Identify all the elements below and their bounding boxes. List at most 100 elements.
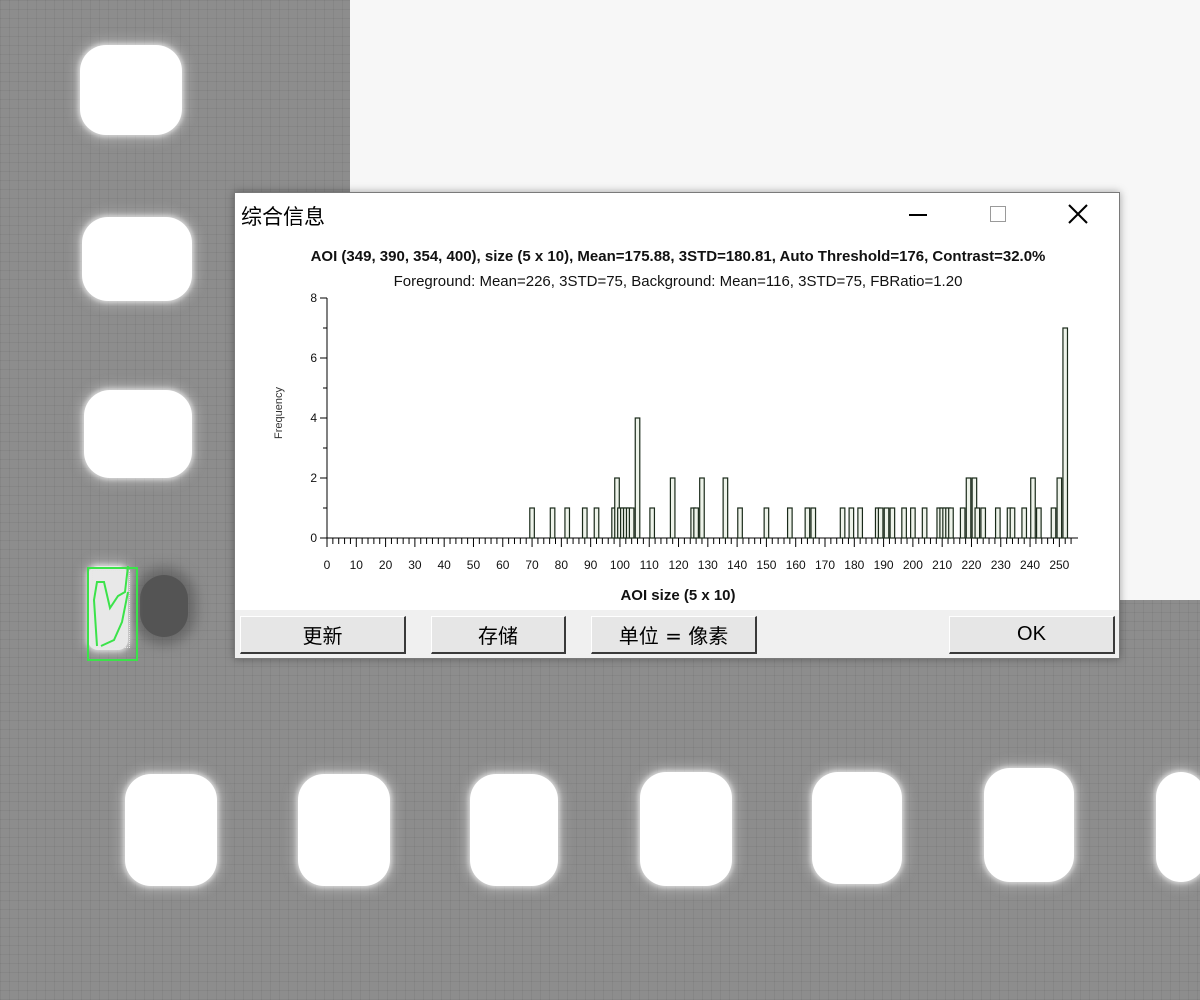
- void-region: [140, 575, 188, 637]
- x-tick-label: 10: [350, 558, 364, 572]
- x-tick-label: 160: [786, 558, 806, 572]
- histogram-bar: [959, 507, 966, 539]
- x-tick-label: 180: [844, 558, 864, 572]
- y-tick-label: 8: [310, 291, 317, 305]
- histogram-bar: [965, 477, 972, 539]
- close-button[interactable]: [1043, 193, 1113, 235]
- histogram-bar: [994, 507, 1001, 539]
- x-axis-label: AOI size (5 x 10): [620, 587, 735, 604]
- histogram-bar: [1035, 507, 1042, 539]
- histogram-bar: [1062, 327, 1069, 539]
- x-tick-label: 120: [669, 558, 689, 572]
- bright-region-right: [1120, 0, 1200, 600]
- histogram-bar: [722, 477, 729, 539]
- solder-pad: [298, 774, 390, 886]
- minimize-icon: [909, 214, 927, 216]
- button-bar: 更新 存储 单位 = 像素 OK: [235, 610, 1119, 658]
- y-tick-label: 6: [310, 351, 317, 365]
- x-tick-label: 190: [874, 558, 894, 572]
- histogram-bar: [737, 507, 743, 539]
- histogram-bar: [581, 507, 588, 539]
- x-tick-label: 0: [324, 558, 331, 572]
- histogram-bar: [1050, 507, 1057, 539]
- solder-pad: [984, 768, 1074, 882]
- histogram-bar: [549, 507, 556, 539]
- histogram-bar: [883, 507, 890, 539]
- info-dialog: 综合信息 AOI (349, 390, 354, 400), size (5 x…: [234, 192, 1120, 659]
- histogram-bar: [974, 507, 981, 539]
- histogram-bar: [763, 507, 770, 539]
- histogram-bar: [848, 507, 855, 539]
- x-tick-label: 210: [932, 558, 952, 572]
- histogram-bar: [529, 507, 535, 539]
- y-tick-label: 0: [310, 531, 317, 545]
- x-tick-label: 40: [437, 558, 451, 572]
- maximize-button[interactable]: [963, 193, 1033, 235]
- save-button[interactable]: 存储: [431, 616, 566, 654]
- histogram-bar: [948, 507, 954, 539]
- histogram-bar: [1021, 507, 1028, 539]
- ok-button[interactable]: OK: [949, 616, 1115, 654]
- histogram-bar: [980, 507, 987, 539]
- histogram-bar: [669, 477, 676, 539]
- x-tick-label: 20: [379, 558, 393, 572]
- window-title: 综合信息: [241, 205, 325, 229]
- x-tick-label: 220: [961, 558, 981, 572]
- aoi-selection-box[interactable]: [87, 567, 138, 661]
- histogram-bar: [628, 507, 635, 539]
- histogram-bar: [564, 507, 571, 539]
- histogram-bar: [857, 507, 864, 539]
- maximize-icon: [990, 206, 1006, 222]
- histogram-bar: [910, 507, 916, 539]
- x-tick-label: 250: [1049, 558, 1069, 572]
- x-tick-label: 100: [610, 558, 630, 572]
- x-tick-label: 230: [991, 558, 1011, 572]
- x-tick-label: 110: [640, 558, 659, 572]
- solder-pad: [1156, 772, 1200, 882]
- solder-pad: [82, 217, 192, 301]
- foreground-background-text: Foreground: Mean=226, 3STD=75, Backgroun…: [393, 273, 963, 290]
- x-tick-label: 90: [584, 558, 598, 572]
- aoi-inner-dotted-box: [92, 570, 130, 648]
- histogram-bar: [921, 507, 928, 539]
- y-tick-label: 4: [310, 411, 317, 425]
- y-axis-label: Frequency: [273, 387, 285, 439]
- title-bar[interactable]: 综合信息: [235, 193, 1119, 235]
- x-tick-label: 240: [1020, 558, 1040, 572]
- histogram-bar: [693, 507, 699, 539]
- x-tick-label: 60: [496, 558, 510, 572]
- solder-pad: [84, 390, 192, 478]
- histogram-bar: [1009, 507, 1016, 539]
- x-tick-label: 130: [698, 558, 718, 572]
- x-tick-label: 80: [555, 558, 569, 572]
- histogram-bar: [786, 507, 793, 539]
- histogram-bar: [839, 507, 846, 539]
- minimize-button[interactable]: [883, 193, 953, 235]
- histogram-bar: [901, 507, 907, 539]
- histogram-bars: [529, 327, 1069, 539]
- update-button[interactable]: 更新: [240, 616, 406, 654]
- x-tick-label: 50: [467, 558, 481, 572]
- x-tick-label: 200: [903, 558, 923, 572]
- histogram-bar: [634, 417, 641, 539]
- x-tick-label: 140: [727, 558, 747, 572]
- histogram-bar: [889, 507, 896, 539]
- solder-pad: [470, 774, 558, 886]
- solder-pad: [125, 774, 217, 886]
- bright-region-top-right: [350, 0, 1200, 192]
- histogram-bar: [810, 507, 817, 539]
- x-tick-label: 170: [815, 558, 835, 572]
- histogram-bar: [649, 507, 656, 539]
- histogram-bar: [699, 477, 705, 539]
- y-tick-label: 2: [310, 471, 317, 485]
- unit-button[interactable]: 单位 = 像素: [591, 616, 757, 654]
- close-icon: [1068, 204, 1088, 224]
- x-tick-label: 150: [756, 558, 776, 572]
- histogram-bar: [593, 507, 600, 539]
- x-tick-label: 70: [525, 558, 539, 572]
- histogram-bar: [877, 507, 884, 539]
- x-tick-label: 30: [408, 558, 422, 572]
- solder-pad: [80, 45, 182, 135]
